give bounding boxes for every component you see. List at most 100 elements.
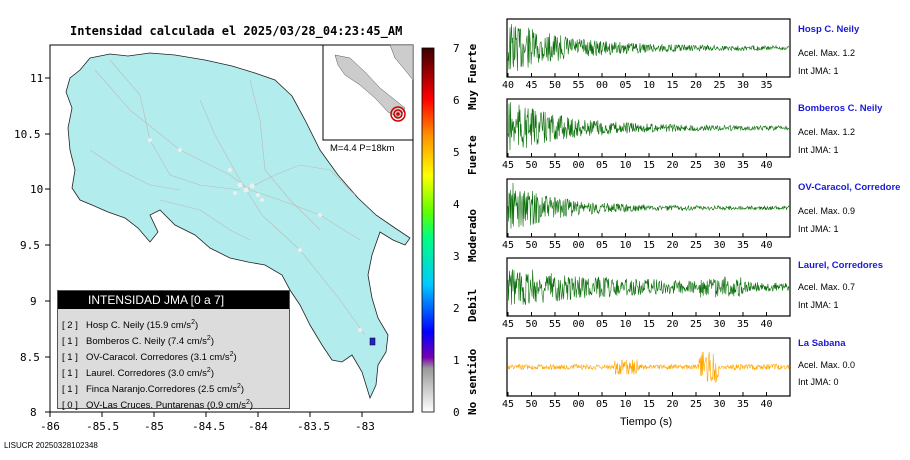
station-jma: Int JMA: 1 [798,66,839,76]
time-tick-label: 35 [737,240,749,251]
time-tick-label: 05 [596,160,608,171]
time-tick-label: 15 [643,319,655,330]
time-tick-label: 05 [620,80,632,91]
waveform-panel: 40 45 50 55 00 05 10 15 20 25 30 35 [502,18,791,91]
legend-row: [ 1 ] Bomberos C. Neily (7.4 cm/s2) [62,335,214,348]
map-title: Intensidad calculada el 2025/03/28_04:23… [70,24,403,38]
lon-tick: -84 [248,420,268,433]
lon-tick: -85 [144,420,164,433]
lon-tick: -83.5 [297,420,330,433]
legend-title: INTENSIDAD JMA [0 a 7] [58,291,289,309]
colorbar-label: Moderado [466,209,479,262]
colorbar-tick: 5 [453,146,460,159]
time-tick-label: 50 [526,319,538,330]
station-jma: Int JMA: 1 [798,300,839,310]
waveform-trace [507,269,790,305]
colorbar-tick: 0 [453,406,460,419]
station-name: OV-Caracol, Corredore [798,182,901,193]
station-accel: Acel. Max. 0.7 [798,282,856,292]
footer-id: LISUCR 20250328102348 [4,441,98,450]
time-tick-label: 45 [502,240,514,251]
epicenter-marker [390,106,406,122]
station-name: Bomberos C. Neily [798,103,883,114]
time-tick-label: 40 [761,240,773,251]
lon-tick: -84.5 [192,420,225,433]
time-tick-label: 30 [714,160,726,171]
time-tick-label: 55 [573,80,585,91]
lat-tick: 8.5 [20,351,40,364]
waveform-panel: 45 50 55 00 05 10 15 20 25 30 35 40 [502,178,791,251]
station-accel: Acel. Max. 1.2 [798,48,856,58]
time-tick-label: 35 [737,319,749,330]
colorbar-tick: 2 [453,302,460,315]
costa-rica-landmass [65,52,411,400]
time-tick-label: 35 [761,80,773,91]
time-tick-label: 40 [502,80,514,91]
magnitude-label: M=4.4 P=18km [330,143,395,154]
colorbar-label: No sentido [466,348,479,415]
time-tick-label: 10 [643,80,655,91]
lat-tick: 9.5 [20,239,40,252]
time-tick-label: 55 [549,160,561,171]
time-tick-label: 50 [549,80,561,91]
station-name: Laurel, Corredores [798,260,883,271]
time-tick-label: 50 [526,240,538,251]
lon-tick: -85.5 [86,420,119,433]
time-tick-label: 15 [643,240,655,251]
time-tick-label: 00 [573,399,585,410]
time-tick-label: 45 [502,399,514,410]
time-tick-label: 55 [549,319,561,330]
colorbar-label: Debil [466,288,479,322]
colorbar-tick: 4 [453,198,460,211]
time-tick-label: 45 [526,80,538,91]
time-tick-label: 40 [761,319,773,330]
time-tick-label: 55 [549,399,561,410]
time-tick-label: 30 [714,319,726,330]
colorbar-tick: 7 [453,42,460,55]
lat-tick: 10.5 [14,128,41,141]
waveform-trace [507,24,790,72]
legend-row: [ 2 ] Hosp C. Neily (15.9 cm/s2) [62,319,199,332]
time-tick-label: 15 [667,80,679,91]
waveform-trace [507,351,790,383]
station-marker [369,337,376,346]
time-tick-label: 40 [761,160,773,171]
location-inset [322,44,414,141]
time-tick-label: 35 [737,160,749,171]
time-tick-label: 20 [667,319,679,330]
legend-row: [ 0 ] OV-Las Cruces. Puntarenas (0.9 cm/s… [62,399,254,412]
time-tick-label: 50 [526,399,538,410]
time-tick-label: 00 [596,80,608,91]
waveform-trace [507,102,790,151]
lat-tick: 10 [30,183,43,196]
time-tick-label: 55 [549,240,561,251]
time-tick-label: 10 [620,319,632,330]
time-tick-label: 45 [502,319,514,330]
station-jma: Int JMA: 0 [798,377,839,387]
time-tick-label: 35 [737,399,749,410]
time-axis-title: Tiempo (s) [620,416,673,428]
time-tick-label: 25 [690,160,702,171]
time-tick-label: 00 [573,240,585,251]
time-tick-label: 10 [620,399,632,410]
time-tick-label: 20 [667,399,679,410]
station-jma: Int JMA: 1 [798,145,839,155]
time-tick-label: 00 [573,160,585,171]
time-tick-label: 25 [714,80,726,91]
waveform-panels: 40 45 50 55 00 05 10 15 20 25 30 35 45 50 55 00 05 10 15 20… [502,18,791,410]
station-jma: Int JMA: 1 [798,224,839,234]
intensity-colorbar: 7 6 5 4 3 2 1 0 [421,42,460,419]
intensity-legend: INTENSIDAD JMA [0 a 7] [ 2 ] Hosp C. Neil… [57,290,290,412]
time-tick-label: 10 [620,160,632,171]
time-tick-label: 50 [526,160,538,171]
waveform-trace [507,182,790,229]
colorbar-tick: 3 [453,250,460,263]
colorbar-tick: 1 [453,354,460,367]
lat-tick: 9 [30,295,37,308]
waveform-panel: 45 50 55 00 05 10 15 20 25 30 35 40 [502,257,791,330]
colorbar-label: Fuerte [466,135,479,175]
time-tick-label: 25 [690,240,702,251]
time-tick-label: 15 [643,160,655,171]
time-tick-label: 05 [596,319,608,330]
lon-tick: -86 [40,420,60,433]
